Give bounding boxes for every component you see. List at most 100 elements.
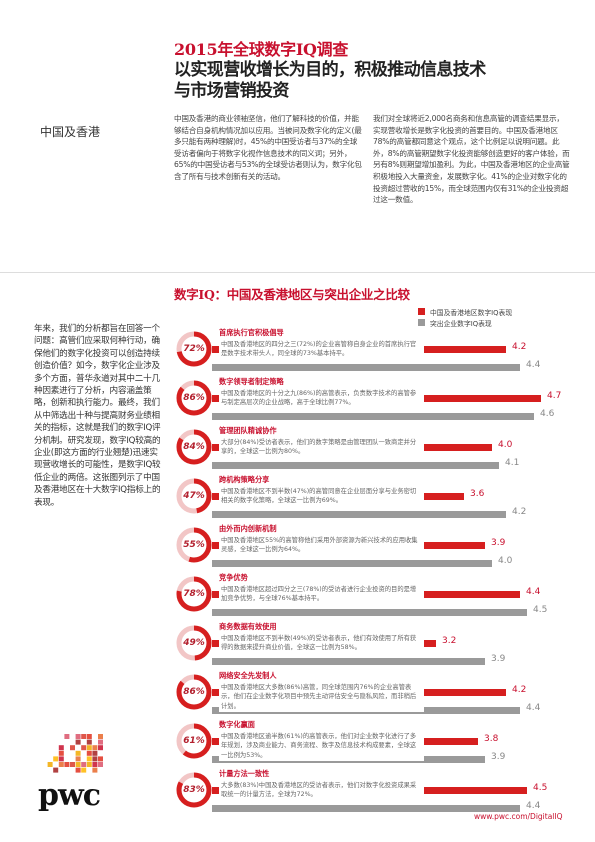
metric-row: 86% 4.2 4.4 网络安全先发制人 中国及香港地区大多数(86%)高管，同全球范围… — [172, 668, 562, 717]
logo-tile — [75, 762, 81, 767]
value-leaders: 4.4 — [526, 360, 541, 370]
value-hk: 4.4 — [526, 587, 541, 597]
legend-swatch-leaders — [418, 319, 425, 326]
metric-percent: 78% — [183, 589, 205, 599]
logo-tile — [53, 756, 59, 762]
metric-row: 55% 3.9 4.0 由外而内创新机制中国及香港地区55%的高管称他们采用外部资源为… — [172, 521, 562, 570]
value-hk: 4.0 — [498, 440, 513, 450]
metric-description: 大多数(83%)中国及香港地区的受访者表示，他们对数字化投资成果采取统一的计量方… — [219, 780, 424, 801]
logo-tile — [86, 739, 92, 745]
value-hk: 4.5 — [533, 783, 548, 793]
metric-label: 数字化赢面 — [219, 720, 255, 729]
value-leaders: 4.5 — [533, 605, 548, 615]
value-leaders: 4.2 — [512, 507, 527, 517]
logo-tile — [75, 767, 81, 773]
metric-percent: 86% — [183, 393, 205, 403]
value-hk: 3.9 — [491, 538, 506, 548]
metric-row: 84% 4.0 4.1 管理团队精诚协作 大部分(84%)受访者表示，他们的数字策略是由… — [172, 423, 562, 472]
metric-percent: 55% — [183, 540, 205, 550]
intro-column-2: 我们对全球将近2,000名商务和信息高管的调查结果显示，实现营收增长是数字化投资… — [373, 114, 570, 205]
value-leaders: 4.4 — [526, 703, 541, 713]
logo-tile — [53, 767, 59, 773]
logo-tile — [92, 756, 98, 762]
metric-donut — [176, 625, 212, 661]
logo-tile — [98, 745, 103, 751]
metric-percent: 61% — [183, 736, 205, 746]
metric-row: 61% 3.8 3.9 数字化赢面 中国及香港地区逾半数(61%)的高管表示，他们对企业… — [172, 717, 562, 766]
logo-tile — [47, 762, 53, 767]
bar-leaders — [212, 805, 520, 812]
metric-description: 中国及香港地区超过四分之三(78%)的受访者进行企业投资的目的是增加竞争优势，与… — [219, 584, 424, 605]
donut-fill — [176, 478, 212, 514]
donut-fill — [176, 772, 212, 808]
logo-tile — [86, 750, 92, 756]
metric-label: 跨机构策略分享 — [219, 475, 270, 484]
logo-tile — [98, 739, 103, 745]
metric-description: 中国及香港地区逾半数(61%)的高管表示，他们对企业数字化进行了多年规划，涉及商… — [219, 731, 424, 761]
metric-donut — [176, 527, 212, 563]
logo-tile — [70, 762, 75, 767]
headline-line-2: 与市场营销投资 — [174, 81, 289, 101]
logo-tile — [75, 750, 81, 756]
metric-row: 83% 4.5 4.4 计量方法一致性 大多数(83%)中国及香港地区的受访者表示，他们… — [172, 766, 562, 815]
legend-item-hk: 中国及香港地区数字IQ表现 — [418, 306, 512, 317]
logo-tile — [92, 767, 98, 773]
metric-donut — [176, 723, 212, 759]
value-leaders: 3.9 — [491, 654, 506, 664]
logo-tile — [70, 745, 75, 751]
logo-tile — [58, 745, 64, 751]
report-title: 2015年全球数字IQ调查 — [174, 40, 349, 59]
headline-line-1: 以实现营收增长为目的，积极推动信息技术 — [174, 60, 486, 80]
logo-tile — [58, 756, 64, 762]
logo-tile — [86, 762, 92, 767]
side-description: 年来，我们的分析都旨在回答一个问题：高管们应采取何种行动，确保他们的数字化投资可… — [34, 324, 161, 508]
value-hk: 4.2 — [512, 685, 527, 695]
value-hk: 3.8 — [484, 734, 499, 744]
legend-item-leaders: 突出企业数字IQ表现 — [418, 317, 512, 328]
legend-swatch-hk — [418, 308, 425, 315]
title-block: 2015年全球数字IQ调查 以实现营收增长为目的，积极推动信息技术 与市场营销投… — [174, 36, 584, 102]
metric-description: 中国及香港地区不到半数(47%)的高管同意在企业层面分享与业务密切相关的数字化策… — [219, 486, 424, 507]
metric-percent: 47% — [183, 491, 205, 501]
logo-tile — [58, 750, 64, 756]
donut-fill — [176, 674, 212, 710]
logo-tile — [86, 734, 92, 739]
logo-tile — [64, 762, 70, 767]
footer-url[interactable]: www.pwc.com/DigitalIQ — [474, 812, 563, 821]
value-hk: 4.7 — [547, 391, 562, 401]
donut-fill — [176, 625, 212, 661]
region-label: 中国及香港 — [40, 125, 101, 139]
value-leaders: 4.4 — [526, 801, 541, 811]
bar-leaders — [212, 560, 492, 567]
chart-title: 数字IQ：中国及香港地区与突出企业之比较 — [174, 287, 410, 302]
logo-tile — [86, 745, 92, 751]
metric-label: 计量方法一致性 — [219, 769, 270, 778]
metric-row: 47% 3.6 4.2 跨机构策略分享 中国及香港地区不到半数(47%)的高管同意在企业… — [172, 472, 562, 521]
logo-tile — [75, 734, 81, 739]
legend-label-leaders: 突出企业数字IQ表现 — [430, 319, 492, 328]
metric-percent: 49% — [183, 638, 205, 648]
section-divider — [0, 272, 595, 273]
metric-description: 中国及香港地区的四分之三(72%)的企业高管称自身企业的首席执行官是数字技术带头… — [219, 339, 424, 360]
bar-leaders — [212, 462, 499, 469]
metric-donut — [176, 772, 212, 808]
metric-label: 由外而内创新机制 — [219, 524, 277, 533]
metric-label: 管理团队精诚协作 — [219, 426, 277, 435]
pwc-logo-mark — [38, 732, 108, 780]
logo-tile — [92, 750, 98, 756]
metric-label: 数字领导者制定策略 — [219, 377, 284, 386]
value-hk: 4.2 — [512, 342, 527, 352]
value-hk: 3.2 — [442, 636, 457, 646]
metric-description: 中国及香港地区大多数(86%)高管，同全球范围内76%的企业高管表示，他们在企业… — [219, 682, 424, 712]
metric-donut — [176, 478, 212, 514]
value-leaders: 4.0 — [498, 556, 513, 566]
value-leaders: 4.1 — [505, 458, 520, 468]
logo-tile — [98, 762, 103, 767]
metric-description: 中国及香港地区55%的高管称他们采用外部资源为新兴技术的应用收集灵感，全球这一比… — [219, 535, 424, 556]
bar-leaders — [212, 609, 527, 616]
metrics-chart: 72% 4.2 4.4 首席执行官积极倡导 中国及香港地区的四分之三(72%)的企业高管… — [172, 325, 562, 815]
logo-tile — [81, 767, 87, 773]
intro-column-1: 中国及香港的商业领袖坚信，他们了解科技的价值，并能够结合自身机构情况加以应用。当… — [174, 114, 362, 181]
metric-description: 中国及香港地区的十分之九(86%)的高管表示，负责数字技术的高管参与制定高层次的… — [219, 388, 424, 409]
legend-label-hk: 中国及香港地区数字IQ表现 — [430, 308, 513, 317]
